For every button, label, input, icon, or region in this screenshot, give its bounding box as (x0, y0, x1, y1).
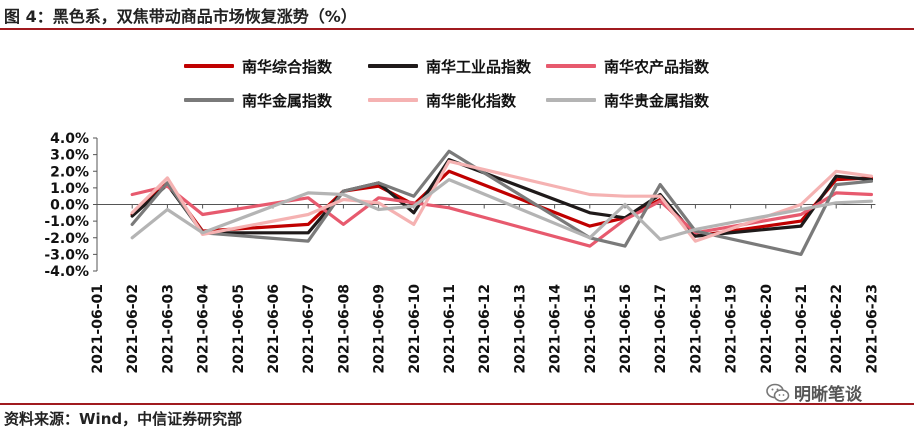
watermark-text: 明晰笔谈 (794, 385, 862, 405)
series-line-3 (130, 149, 874, 256)
y-tick-label: 3.0% (50, 148, 89, 164)
y-tick-label: -3.0% (44, 247, 89, 263)
x-tick-label: 2021-06-01 (90, 284, 106, 374)
series-line-2 (130, 184, 874, 248)
legend-item-energy-chem: 南华能化指数 (368, 88, 516, 112)
x-tick-label: 2021-06-18 (688, 284, 704, 374)
y-tick-label: 4.0% (50, 131, 89, 147)
legend-item-agri: 南华农产品指数 (546, 54, 709, 78)
y-tick-label: -1.0% (44, 214, 89, 230)
legend-swatch-industrial (368, 64, 418, 68)
x-tick-label: 2021-06-12 (477, 284, 493, 374)
legend-label-metal: 南华金属指数 (242, 91, 333, 110)
x-tick-label: 2021-06-06 (266, 284, 282, 374)
legend-label-composite: 南华综合指数 (242, 57, 333, 76)
x-tick-label: 2021-06-13 (512, 284, 528, 374)
x-tick-label: 2021-06-11 (442, 284, 458, 374)
top-rule (0, 28, 914, 30)
x-tick-label: 2021-06-22 (829, 284, 845, 374)
bottom-rule (0, 403, 914, 405)
y-tick-label: -2.0% (44, 231, 89, 247)
x-tick-label: 2021-06-05 (231, 284, 247, 374)
x-tick-label: 2021-06-16 (618, 284, 634, 374)
chart-title: 图 4：黑色系，双焦带动商品市场恢复涨势（%） (4, 7, 357, 26)
watermark: 明晰笔谈 (766, 380, 862, 405)
legend-item-precious: 南华贵金属指数 (546, 88, 709, 112)
x-tick-label: 2021-06-23 (864, 284, 880, 374)
legend-label-industrial: 南华工业品指数 (426, 57, 532, 76)
legend-label-precious: 南华贵金属指数 (604, 91, 710, 110)
legend-swatch-composite (184, 64, 234, 68)
legend-item-composite: 南华综合指数 (184, 54, 332, 78)
legend-swatch-agri (546, 64, 596, 68)
wechat-icon (766, 383, 790, 402)
legend-swatch-metal (184, 98, 234, 102)
x-tick-label: 2021-06-03 (160, 284, 176, 374)
x-tick-label: 2021-06-15 (583, 284, 599, 374)
x-tick-label: 2021-06-19 (724, 284, 740, 374)
y-tick-label: 1.0% (50, 181, 89, 197)
x-tick-label: 2021-06-04 (196, 284, 212, 374)
y-tick-label: 0.0% (50, 198, 89, 214)
y-tick-label: 2.0% (50, 164, 89, 180)
legend-label-energy-chem: 南华能化指数 (426, 91, 517, 110)
x-tick-label: 2021-06-20 (759, 284, 775, 374)
series-line-1 (130, 158, 874, 238)
series-line-5 (130, 178, 874, 241)
legend-swatch-precious (546, 98, 596, 102)
legend-item-metal: 南华金属指数 (184, 88, 332, 112)
x-tick-label: 2021-06-07 (301, 284, 317, 374)
y-tick-label: -4.0% (44, 264, 89, 280)
x-tick-label: 2021-06-08 (336, 284, 352, 374)
x-tick-label: 2021-06-21 (794, 284, 810, 374)
x-tick-label: 2021-06-09 (372, 284, 388, 374)
x-tick-label: 2021-06-02 (125, 284, 141, 374)
x-tick-label: 2021-06-10 (407, 284, 423, 374)
legend-label-agri: 南华农产品指数 (604, 57, 710, 76)
source-note: 资料来源：Wind，中信证券研究部 (4, 410, 243, 428)
x-tick-label: 2021-06-17 (653, 284, 669, 374)
legend-item-industrial: 南华工业品指数 (368, 54, 531, 78)
line-chart: 4.0%3.0%2.0%1.0%0.0%-1.0%-2.0%-3.0%-4.0%… (44, 131, 880, 374)
legend-swatch-energy-chem (368, 98, 418, 102)
x-tick-label: 2021-06-14 (548, 284, 564, 374)
